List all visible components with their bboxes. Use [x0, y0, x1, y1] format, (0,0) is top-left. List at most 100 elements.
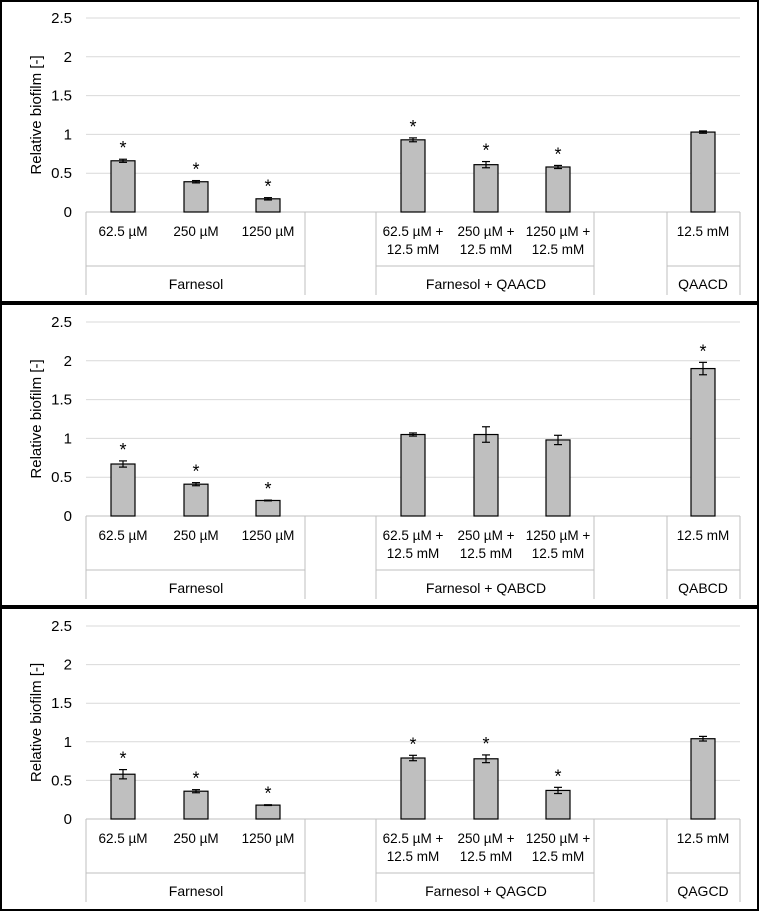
- x-tick-label: 12.5 mM: [532, 546, 585, 561]
- bar: [183, 483, 209, 517]
- bar: [255, 198, 281, 213]
- x-tick-label: 12.5 mM: [532, 242, 585, 257]
- x-tick-label: 12.5 mM: [387, 849, 440, 864]
- bar: [690, 738, 716, 820]
- x-tick-label: 62.5 µM: [98, 831, 147, 846]
- bar: [110, 160, 136, 213]
- x-tick-label: 1250 µM: [242, 831, 295, 846]
- x-tick-label: 250 µM +: [458, 831, 515, 846]
- bar: [183, 790, 209, 820]
- panel-border: [0, 303, 759, 607]
- y-tick-label: 1: [64, 126, 72, 143]
- bar: [400, 433, 426, 517]
- bar: [473, 433, 499, 517]
- significance-star: *: [119, 440, 126, 460]
- x-tick-label: 250 µM: [173, 224, 218, 239]
- group-label: QAGCD: [677, 883, 728, 899]
- bar: [400, 757, 426, 820]
- y-tick-label: 1.5: [51, 392, 72, 409]
- y-tick-label: 0: [64, 204, 72, 221]
- x-tick-label: 62.5 µM +: [383, 528, 444, 543]
- x-tick-label: 1250 µM: [242, 224, 295, 239]
- chart-panel-3: 0 0.5 1 1.5 2 2.5 Relative biofilm [-] * 62.5 µM…: [0, 607, 759, 911]
- y-tick-label: 1.5: [51, 88, 72, 105]
- y-axis-label: Relative biofilm [-]: [28, 663, 45, 782]
- significance-star: *: [192, 769, 199, 789]
- x-tick-label: 12.5 mM: [460, 849, 513, 864]
- chart-panel-2: 0 0.5 1 1.5 2 2.5 Relative biofilm [-] * 62.5 µM…: [0, 303, 759, 607]
- bar: [690, 367, 716, 517]
- x-tick-label: 12.5 mM: [532, 849, 585, 864]
- significance-star: *: [264, 177, 271, 197]
- group-label: QAACD: [678, 276, 728, 292]
- y-axis-label: Relative biofilm [-]: [28, 55, 45, 174]
- x-tick-label: 1250 µM +: [526, 831, 591, 846]
- significance-star: *: [264, 784, 271, 804]
- x-tick-label: 250 µM: [173, 831, 218, 846]
- group-label: Farnesol + QAACD: [426, 276, 546, 292]
- y-tick-label: 0: [64, 508, 72, 525]
- significance-star: *: [119, 138, 126, 158]
- x-tick-label: 12.5 mM: [387, 242, 440, 257]
- x-tick-label: 62.5 µM: [98, 224, 147, 239]
- significance-star: *: [482, 734, 489, 754]
- bar: [473, 758, 499, 820]
- significance-star: *: [192, 462, 199, 482]
- bar: [110, 463, 136, 517]
- significance-star: *: [554, 766, 561, 786]
- bar: [545, 166, 571, 213]
- bar: [255, 499, 281, 517]
- group-label: Farnesol: [169, 883, 223, 899]
- x-tick-label: 62.5 µM: [98, 528, 147, 543]
- x-tick-label: 250 µM: [173, 528, 218, 543]
- x-tick-label: 62.5 µM +: [383, 224, 444, 239]
- panel-border: [0, 607, 759, 911]
- bar: [255, 804, 281, 820]
- chart-panel-1: 0 0.5 1 1.5 2 2.5 Relative biofilm [-] * 62.5 µM…: [0, 0, 759, 303]
- bar: [183, 181, 209, 213]
- y-tick-label: 1: [64, 430, 72, 447]
- x-tick-label: 250 µM +: [458, 528, 515, 543]
- y-tick-label: 2: [64, 49, 72, 66]
- y-tick-label: 2: [64, 353, 72, 370]
- significance-star: *: [192, 160, 199, 180]
- y-tick-label: 2: [64, 657, 72, 674]
- significance-star: *: [554, 144, 561, 164]
- y-tick-label: 2.5: [51, 10, 72, 27]
- significance-star: *: [699, 341, 706, 361]
- x-tick-label: 12.5 mM: [677, 831, 730, 846]
- bar: [690, 131, 716, 213]
- x-tick-label: 250 µM +: [458, 224, 515, 239]
- significance-star: *: [482, 141, 489, 161]
- y-tick-label: 0.5: [51, 165, 72, 182]
- y-tick-label: 2.5: [51, 314, 72, 331]
- x-tick-label: 62.5 µM +: [383, 831, 444, 846]
- significance-star: *: [264, 479, 271, 499]
- y-tick-label: 0.5: [51, 772, 72, 789]
- y-axis-label: Relative biofilm [-]: [28, 359, 45, 478]
- significance-star: *: [119, 749, 126, 769]
- x-tick-label: 1250 µM +: [526, 224, 591, 239]
- y-tick-label: 0: [64, 811, 72, 828]
- y-tick-label: 1: [64, 734, 72, 751]
- x-tick-label: 12.5 mM: [677, 224, 730, 239]
- bar: [110, 773, 136, 820]
- x-tick-label: 1250 µM +: [526, 528, 591, 543]
- group-label: Farnesol + QABCD: [426, 580, 546, 596]
- y-tick-label: 0.5: [51, 469, 72, 486]
- y-tick-label: 2.5: [51, 618, 72, 635]
- bar: [400, 139, 426, 213]
- x-tick-label: 12.5 mM: [460, 546, 513, 561]
- x-tick-label: 12.5 mM: [387, 546, 440, 561]
- group-label: Farnesol + QAGCD: [425, 883, 547, 899]
- bar: [545, 789, 571, 820]
- x-tick-label: 1250 µM: [242, 528, 295, 543]
- y-tick-label: 1.5: [51, 695, 72, 712]
- significance-star: *: [409, 117, 416, 137]
- x-tick-label: 12.5 mM: [677, 528, 730, 543]
- group-label: Farnesol: [169, 580, 223, 596]
- x-tick-label: 12.5 mM: [460, 242, 513, 257]
- bar: [473, 164, 499, 213]
- group-label: QABCD: [678, 580, 728, 596]
